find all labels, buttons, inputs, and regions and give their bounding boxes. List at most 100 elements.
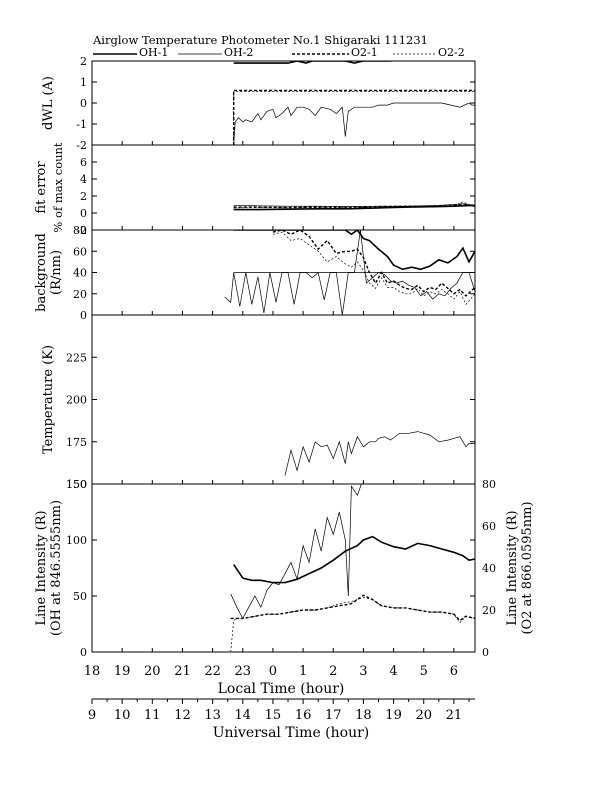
x-tick-label-local: 6 [450,664,458,679]
ytick-label: 1 [80,76,87,89]
ytick-label-right: 60 [482,520,496,533]
x-axis-local: 18 19 20 21 22 23 0 1 2 3 4 5 6 [84,664,458,679]
x-tick-label-ut: 17 [325,708,342,723]
y-axis-label-background: background [34,233,49,312]
x-tick-label-ut: 18 [355,708,372,723]
ytick-label: 6 [80,156,87,169]
x-tick-label-ut: 14 [235,708,252,723]
legend: OH-1 OH-2 O2-1 O2-2 [93,46,465,59]
ytick-label: 150 [66,478,87,491]
x-axis-ut: 9 10 11 12 13 14 15 16 17 18 19 20 21 [88,698,475,723]
x-tick-label-ut: 10 [114,708,131,723]
y-axis-label2-fit: % of max count [51,142,65,232]
x-axis-local-label: Local Time (hour) [218,681,345,697]
series-oh2-dwl [233,102,475,145]
ytick-label: 150 [66,478,87,491]
ytick-label: 50 [73,590,87,603]
y-axis-label2-background: (R/nm) [49,250,64,295]
ytick-label: 200 [66,394,87,407]
ytick-label: 0 [80,207,87,220]
panel-fit: -2 0 2 4 6 fit error% of max count [34,142,476,237]
x-tick-label-local: 3 [359,664,367,679]
ytick-label: 0 [80,646,87,659]
legend-label-o21: O2-1 [351,46,378,59]
ytick-label: 40 [73,267,87,280]
x-tick-label-ut: 20 [415,708,432,723]
x-tick-label-local: 21 [174,664,191,679]
ytick-label: 60 [73,245,87,258]
x-axis-ut-label: Universal Time (hour) [213,725,370,741]
ytick-label: 100 [66,534,87,547]
panel-temperature: 150 175 200 225 Temperature (K) [41,314,476,491]
x-tick-label-ut: 12 [174,708,191,723]
ytick-label-right: 40 [482,562,496,575]
y-axis-label2-intensity: (OH at 846.5555nm) [49,500,64,636]
ytick-label: 0 [80,97,87,110]
x-tick-label-local: 22 [204,664,221,679]
y-axis-label-fit: fit error [34,161,49,214]
series-oh2-intensity [230,484,464,620]
legend-item-o21: O2-1 [292,46,378,59]
ytick-label: 175 [66,436,87,449]
series-oh1-fit [233,204,475,211]
ytick-label: 0 [80,309,87,322]
x-tick-label-local: 4 [389,664,397,679]
x-tick-label-local: 2 [329,664,337,679]
x-tick-label-ut: 19 [385,708,402,723]
x-tick-label-local: 18 [84,664,101,679]
panel-frame-fit [91,144,476,231]
series-o21-background [272,230,475,297]
series-oh2-temperature [284,431,475,476]
ytick-label-right: 20 [482,604,496,617]
x-tick-label-local: 5 [420,664,428,679]
series-o22-intensity [230,597,475,652]
legend-item-oh1: OH-1 [93,46,168,59]
series-o21-intensity [230,594,475,622]
series-o21-dwl [232,89,475,145]
x-tick-label-ut: 16 [295,708,312,723]
ytick-label: 225 [66,351,87,364]
x-tick-label-ut: 13 [204,708,221,723]
ytick-label-right: 80 [482,478,496,491]
series-o22-fit [233,201,475,209]
x-tick-label-local: 19 [114,664,131,679]
series-oh1-intensity [233,535,475,584]
x-tick-label-ut: 9 [88,708,96,723]
x-tick-label-ut: 15 [265,708,282,723]
x-tick-label-local: 20 [144,664,161,679]
plot-panels: -2 -1 0 1 2 dWL (A) -2 0 2 4 6 fit error% of max co… [34,55,535,659]
series-o22-background [272,231,475,306]
ytick-label: -1 [76,118,87,131]
ytick-label-right: 0 [482,646,489,659]
x-tick-label-ut: 11 [144,708,161,723]
ytick-label: 2 [80,190,87,203]
ytick-label: 4 [80,173,87,186]
ytick-label: 2 [80,55,87,68]
panel-dwl: -2 -1 0 1 2 dWL (A) [41,55,476,152]
chart-title: Airglow Temperature Photometer No.1 Shig… [92,33,428,47]
y-axis-label-dwl: dWL (A) [41,76,56,130]
y-axis-label-right2: (O2 at 866.0595nm) [520,501,535,634]
y-axis-label-intensity: Line Intensity (R) [34,510,49,625]
ytick-label: -2 [76,139,87,152]
ytick-label: 80 [73,224,87,237]
panel-frame-intensity [91,483,476,653]
x-tick-label-local: 1 [299,664,307,679]
ytick-label: -2 [76,224,87,237]
x-tick-label-local: 23 [235,664,252,679]
series-oh2-fit [233,203,475,207]
panel-frame-temperature [91,314,476,485]
legend-label-o22: O2-2 [438,46,465,59]
series-oh1-background [233,230,475,271]
series-o22-dwl [233,91,475,145]
x-tick-label-ut: 21 [446,708,463,723]
panel-background: 0 20 40 60 80 background (R/nm) [34,224,476,322]
legend-label-oh2: OH-2 [224,46,253,59]
legend-label-oh1: OH-1 [139,46,168,59]
panel-intensity: 0 50 100 150 0 20 40 60 80 Line Intensity (R) (OH … [34,478,535,659]
legend-item-oh2: OH-2 [178,46,253,59]
x-tick-label-local: 0 [269,664,277,679]
legend-item-o22: O2-2 [393,46,465,59]
y-axis-label-temperature: Temperature (K) [41,345,56,454]
